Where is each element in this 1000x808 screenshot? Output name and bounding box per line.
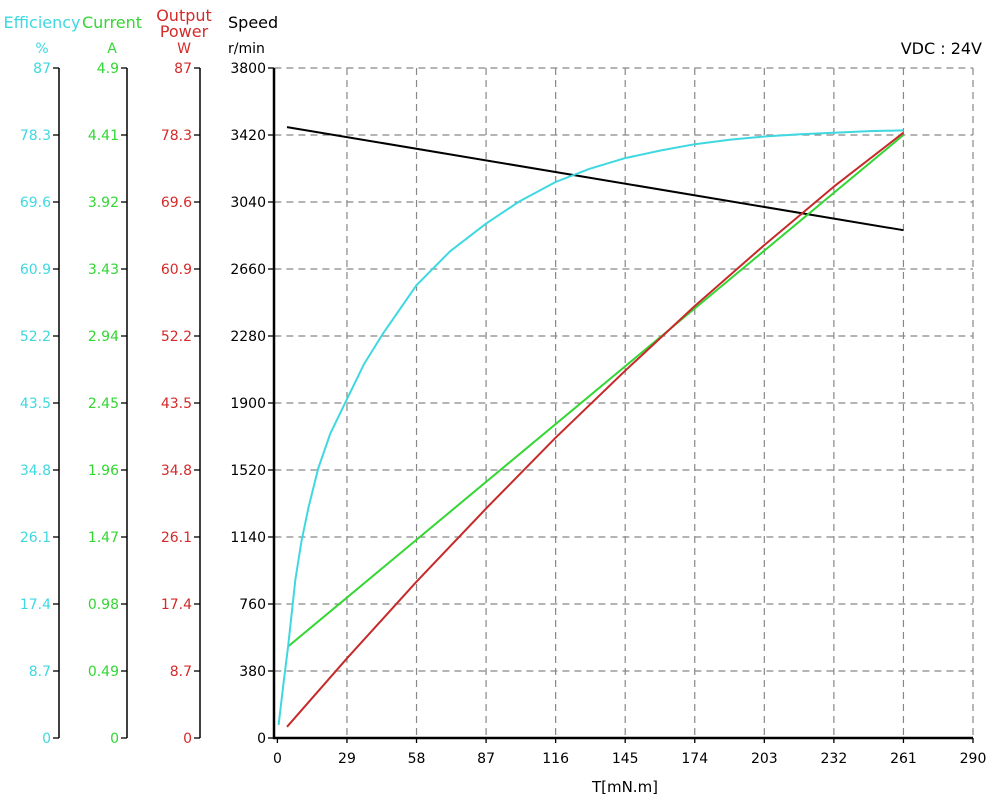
current-tick-label: 0.98 <box>88 597 119 613</box>
power-axis-title: Output <box>156 6 212 25</box>
current-tick-label: 1.96 <box>88 463 119 479</box>
efficiency-tick-label: 34.8 <box>20 463 51 479</box>
speed-curve <box>286 126 904 232</box>
output-power-curve <box>286 131 905 728</box>
current-axis-title: Current <box>82 13 142 32</box>
speed-tick-label: 2280 <box>230 329 266 345</box>
speed-tick-label: 1900 <box>230 396 266 412</box>
efficiency-tick-label: 52.2 <box>20 329 51 345</box>
speed-tick-label: 1520 <box>230 463 266 479</box>
efficiency-tick-label: 26.1 <box>20 530 51 546</box>
current-tick-label: 3.92 <box>88 195 119 211</box>
efficiency-axis-title: Efficiency <box>3 13 80 32</box>
power-tick-label: 43.5 <box>161 396 192 412</box>
speed-tick-label: 1140 <box>230 530 266 546</box>
current-tick-label: 0.49 <box>88 664 119 680</box>
efficiency-tick-label: 0 <box>42 731 51 747</box>
speed-tick-label: 2660 <box>230 262 266 278</box>
efficiency-tick-label: 17.4 <box>20 597 51 613</box>
current-curve <box>287 134 905 648</box>
efficiency-tick-label: 69.6 <box>20 195 51 211</box>
power-tick-label: 0 <box>183 731 192 747</box>
power-tick-label: 52.2 <box>161 329 192 345</box>
x-axis-title: T[mN.m] <box>591 778 658 796</box>
speed-tick-label: 3040 <box>230 195 266 211</box>
current-axis-unit: A <box>107 41 117 57</box>
efficiency-tick-label: 60.9 <box>20 262 51 278</box>
voltage-annotation: VDC : 24V <box>901 39 982 58</box>
power-tick-label: 8.7 <box>170 664 192 680</box>
current-tick-label: 0 <box>110 731 119 747</box>
current-tick-label: 4.9 <box>97 61 119 77</box>
power-tick-label: 17.4 <box>161 597 192 613</box>
efficiency-axis-unit: % <box>35 41 48 57</box>
x-tick-label: 58 <box>408 751 426 767</box>
efficiency-curve <box>277 129 904 726</box>
x-tick-label: 261 <box>890 751 917 767</box>
power-tick-label: 87 <box>174 61 192 77</box>
speed-axis-title: Speed <box>228 13 278 32</box>
power-tick-label: 26.1 <box>161 530 192 546</box>
speed-tick-label: 3420 <box>230 128 266 144</box>
x-tick-label: 116 <box>542 751 569 767</box>
x-tick-label: 232 <box>821 751 848 767</box>
efficiency-tick-label: 78.3 <box>20 128 51 144</box>
power-axis-title: Power <box>160 22 209 41</box>
efficiency-tick-label: 8.7 <box>29 664 51 680</box>
x-tick-label: 145 <box>612 751 639 767</box>
x-tick-label: 29 <box>338 751 356 767</box>
current-tick-label: 2.45 <box>88 396 119 412</box>
efficiency-tick-label: 43.5 <box>20 396 51 412</box>
x-tick-label: 290 <box>960 751 987 767</box>
x-tick-label: 174 <box>681 751 708 767</box>
current-tick-label: 3.43 <box>88 262 119 278</box>
speed-tick-label: 760 <box>239 597 266 613</box>
power-axis-unit: W <box>177 41 191 57</box>
speed-tick-label: 0 <box>257 731 266 747</box>
x-tick-label: 203 <box>751 751 778 767</box>
x-tick-label: 0 <box>273 751 282 767</box>
power-tick-label: 78.3 <box>161 128 192 144</box>
speed-tick-label: 380 <box>239 664 266 680</box>
speed-axis-unit: r/min <box>228 41 265 57</box>
current-tick-label: 4.41 <box>88 128 119 144</box>
power-tick-label: 69.6 <box>161 195 192 211</box>
speed-tick-label: 3800 <box>230 61 266 77</box>
power-tick-label: 34.8 <box>161 463 192 479</box>
power-tick-label: 60.9 <box>161 262 192 278</box>
current-tick-label: 1.47 <box>88 530 119 546</box>
x-tick-label: 87 <box>477 751 495 767</box>
efficiency-tick-label: 87 <box>33 61 51 77</box>
current-tick-label: 2.94 <box>88 329 119 345</box>
